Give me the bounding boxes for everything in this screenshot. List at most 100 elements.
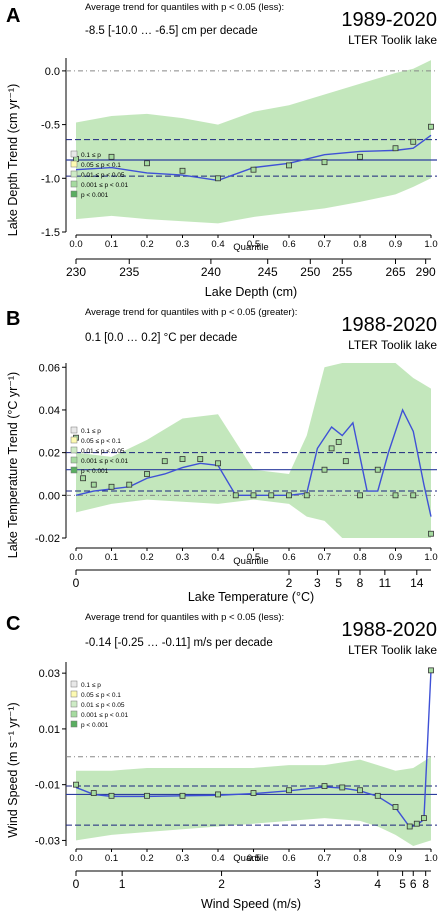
y-tick-label-a-2: -1.0 — [41, 173, 60, 185]
value-tick-label-a-3: 245 — [258, 265, 278, 279]
panel-c: C Average trend for quantiles with p < 0… — [0, 610, 443, 917]
legend-label-a-1: 0.05 ≤ p < 0.1 — [81, 162, 121, 169]
y-tick-label-a-3: -1.5 — [41, 227, 60, 239]
value-tick-label-a-1: 235 — [119, 265, 139, 279]
legend-swatch-a-2 — [70, 170, 78, 178]
trend-point-b-13 — [286, 492, 292, 499]
value-tick-label-c-0: 0 — [73, 877, 80, 891]
quantile-tick-label-c-8: 0.8 — [353, 853, 366, 864]
trend-point-c-15 — [420, 815, 427, 822]
legend-label-b-3: 0.001 ≤ p < 0.01 — [81, 458, 129, 465]
legend-label-a-3: 0.001 ≤ p < 0.01 — [81, 182, 129, 189]
significance-band-a — [76, 60, 431, 224]
value-tick-label-c-1: 1 — [119, 877, 126, 891]
value-tick-label-a-4: 250 — [300, 265, 320, 279]
value-tick-label-b-3: 5 — [335, 576, 342, 590]
legend-swatch-a-4 — [70, 190, 78, 198]
trend-point-c-7 — [286, 787, 292, 794]
trend-point-b-23 — [428, 530, 434, 537]
site-b: LTER Toolik lake — [348, 338, 437, 352]
trend-point-b-16 — [328, 445, 335, 452]
legend-swatch-c-1 — [70, 690, 78, 698]
trend-point-c-9 — [339, 784, 346, 791]
quantile-tick-label-a-4: 0.4 — [211, 239, 224, 250]
quantile-tick-label-a-0: 0.0 — [69, 239, 82, 250]
y-tick-label-b-2: 0.02 — [39, 448, 60, 460]
value-tick-label-b-2: 3 — [314, 576, 321, 590]
legend-swatch-b-3 — [70, 456, 78, 464]
chart-b-svg: B Average trend for quantiles with p < 0… — [6, 307, 438, 604]
panel-label-a: A — [6, 5, 20, 27]
trend-point-a-10 — [410, 138, 417, 145]
xlabel-b: Lake Temperature (°C) — [188, 590, 314, 604]
quantile-tick-label-b-7: 0.7 — [318, 552, 331, 563]
panel-label-b: B — [6, 308, 20, 330]
smooth-trend-line-a — [75, 134, 432, 182]
trend-point-c-4 — [179, 792, 186, 799]
trend-point-a-4 — [215, 175, 221, 182]
quantile-tick-label-a-7: 0.7 — [318, 239, 331, 250]
trend-point-a-5 — [250, 166, 257, 173]
quantile-tick-label-b-4: 0.4 — [211, 552, 224, 563]
site-a: LTER Toolik lake — [348, 33, 437, 47]
panel-label-c: C — [6, 613, 20, 635]
quantile-label-a: Quantile — [233, 242, 268, 253]
legend-label-b-0: 0.1 ≤ p — [81, 428, 101, 435]
plot-area-a: 0.0-0.5-1.0-1.50.1 ≤ p0.05 ≤ p < 0.10.01… — [41, 58, 438, 279]
trend-point-b-7 — [179, 456, 186, 462]
quantile-tick-label-a-9: 0.9 — [389, 239, 402, 250]
value-tick-label-a-6: 265 — [385, 265, 405, 279]
ylabel-b: Lake Temperature Trend (°C yr⁻¹) — [6, 372, 20, 558]
y-tick-label-b-1: 0.04 — [39, 405, 60, 417]
value-tick-label-a-5: 255 — [332, 265, 352, 279]
trend-point-c-12 — [392, 804, 399, 810]
quantile-tick-label-b-6: 0.6 — [282, 552, 295, 563]
y-tick-label-a-0: 0.0 — [45, 66, 60, 78]
y-tick-label-c-0: 0.03 — [39, 668, 60, 680]
quantile-tick-label-b-3: 0.3 — [176, 552, 189, 563]
value-tick-label-a-7: 290 — [416, 265, 436, 279]
trend-point-a-3 — [179, 167, 186, 174]
trend-header-a: Average trend for quantiles with p < 0.0… — [85, 2, 284, 13]
legend-label-c-0: 0.1 ≤ p — [81, 682, 101, 689]
legend-swatch-c-2 — [70, 700, 78, 708]
value-tick-label-c-3: 3 — [314, 877, 321, 891]
trend-point-b-14 — [303, 492, 310, 499]
legend-label-c-3: 0.001 ≤ p < 0.01 — [81, 712, 129, 719]
trend-point-b-20 — [374, 466, 381, 473]
trend-point-a-11 — [428, 123, 434, 130]
site-c: LTER Toolik lake — [348, 643, 437, 657]
trend-point-b-18 — [342, 458, 349, 465]
panel-b: B Average trend for quantiles with p < 0… — [0, 305, 443, 610]
quantile-tick-label-b-0: 0.0 — [69, 552, 82, 563]
chart-c-svg: C Average trend for quantiles with p < 0… — [6, 612, 438, 911]
quantile-tick-label-b-10: 1.0 — [424, 552, 437, 563]
trend-point-c-16 — [428, 667, 434, 674]
period-a: 1989-2020 — [341, 9, 437, 31]
trend-point-b-17 — [335, 439, 342, 445]
quantile-label-b: Quantile — [233, 556, 268, 567]
legend-label-b-2: 0.01 ≤ p < 0.05 — [81, 448, 125, 455]
trend-point-c-8 — [321, 783, 328, 789]
trend-point-b-21 — [392, 492, 399, 499]
trend-value-a: -8.5 [-10.0 … -6.5] cm per decade — [85, 25, 258, 37]
trend-point-b-10 — [232, 492, 239, 499]
quantile-tick-label-c-3: 0.3 — [176, 853, 189, 864]
quantile-tick-label-a-10: 1.0 — [424, 239, 437, 250]
y-tick-label-c-1: 0.01 — [39, 724, 60, 736]
y-tick-label-b-3: 0.00 — [39, 490, 60, 502]
value-tick-label-c-2: 2 — [218, 877, 225, 891]
trend-point-b-2 — [90, 481, 97, 488]
trend-point-a-7 — [321, 159, 328, 166]
quantile-tick-label-c-9: 0.9 — [389, 853, 402, 864]
trend-point-c-2 — [108, 792, 115, 799]
trend-point-b-12 — [268, 492, 275, 499]
quantile-tick-label-c-5: 0.5 — [247, 853, 260, 864]
legend-label-b-4: p < 0.001 — [81, 468, 109, 475]
xlabel-c: Wind Speed (m/s) — [201, 897, 301, 911]
trend-point-b-19 — [357, 492, 363, 499]
quantile-tick-label-a-6: 0.6 — [282, 239, 295, 250]
legend-swatch-a-3 — [70, 180, 78, 188]
quantile-tick-label-c-2: 0.2 — [140, 853, 153, 864]
value-tick-label-c-4: 4 — [374, 877, 381, 891]
